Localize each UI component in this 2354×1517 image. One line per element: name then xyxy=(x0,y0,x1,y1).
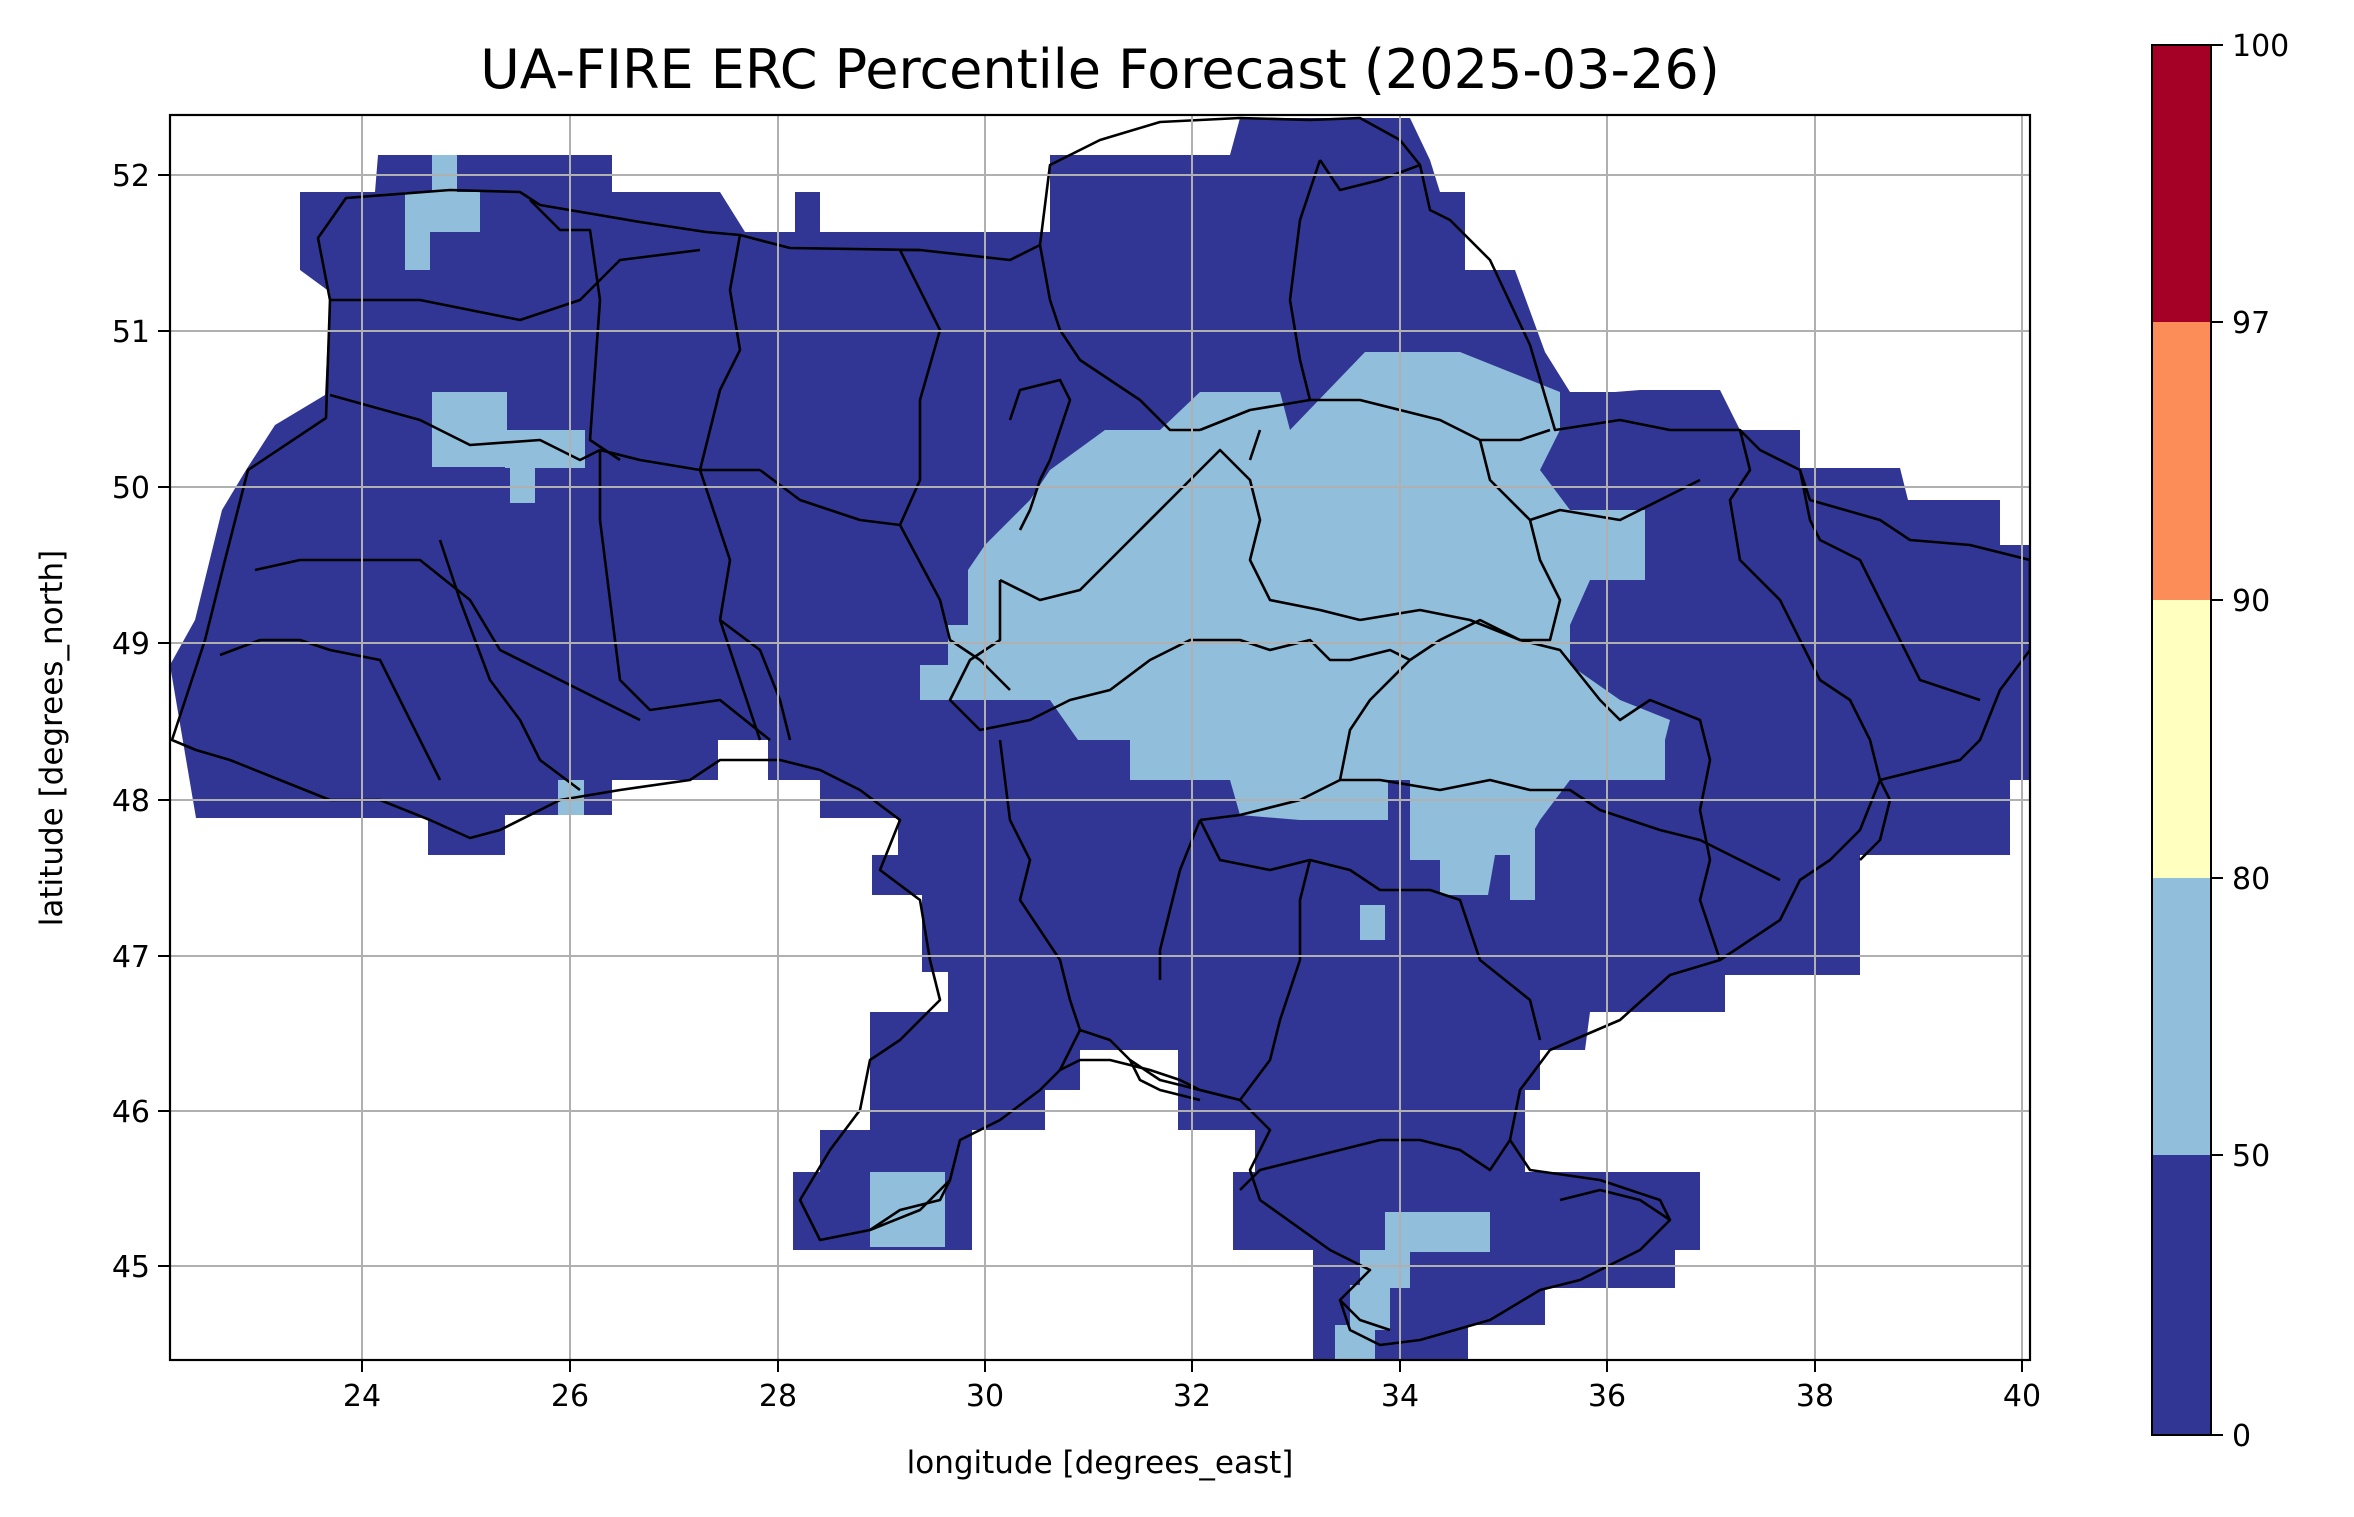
x-tick-label: 32 xyxy=(1173,1379,1211,1414)
y-axis-label: latitude [degrees_north] xyxy=(34,550,70,926)
y-axis-ticks xyxy=(158,174,170,1267)
x-tick-label: 26 xyxy=(551,1379,589,1414)
x-tick-label: 34 xyxy=(1381,1379,1419,1414)
map-area xyxy=(170,115,2030,1360)
x-tick-label: 30 xyxy=(966,1379,1004,1414)
colorbar-tick-label: 100 xyxy=(2232,29,2289,64)
colorbar-frame xyxy=(2151,44,2212,1436)
colorbar-tick-label: 0 xyxy=(2232,1419,2251,1454)
x-tick-labels: 24 26 28 30 32 34 36 38 40 xyxy=(343,1379,2041,1414)
x-tick-label: 38 xyxy=(1796,1379,1834,1414)
y-tick-label: 47 xyxy=(112,940,150,975)
y-tick-labels: 45 46 47 48 49 50 51 52 xyxy=(112,159,150,1285)
y-tick-label: 45 xyxy=(112,1250,150,1285)
map-title: UA-FIRE ERC Percentile Forecast (2025-03… xyxy=(480,38,1720,101)
colorbar-tick-label: 80 xyxy=(2232,862,2270,897)
colorbar-segment-80-90 xyxy=(2152,600,2211,878)
x-tick-label: 40 xyxy=(2003,1379,2041,1414)
x-tick-label: 28 xyxy=(759,1379,797,1414)
admin-boundaries xyxy=(170,116,2030,1347)
y-tick-label: 46 xyxy=(112,1095,150,1130)
y-tick-label: 50 xyxy=(112,471,150,506)
x-axis-ticks xyxy=(361,1360,2023,1372)
colorbar: 0 50 80 90 97 100 xyxy=(2151,29,2289,1454)
colorbar-segment-90-97 xyxy=(2152,322,2211,600)
x-tick-label: 24 xyxy=(343,1379,381,1414)
colorbar-ticks xyxy=(2211,44,2223,1436)
colorbar-tick-label: 50 xyxy=(2232,1139,2270,1174)
colorbar-tick-label: 97 xyxy=(2232,306,2270,341)
x-axis-label: longitude [degrees_east] xyxy=(907,1445,1294,1481)
gridlines xyxy=(170,115,2030,1360)
colorbar-tick-label: 90 xyxy=(2232,584,2270,619)
y-tick-label: 52 xyxy=(112,159,150,194)
y-tick-label: 48 xyxy=(112,784,150,819)
y-tick-label: 49 xyxy=(112,627,150,662)
x-tick-label: 36 xyxy=(1588,1379,1626,1414)
colorbar-segment-0-50 xyxy=(2152,1155,2211,1435)
colorbar-segment-97-100 xyxy=(2152,45,2211,322)
y-tick-label: 51 xyxy=(112,315,150,350)
colorbar-segment-50-80 xyxy=(2152,878,2211,1155)
plot-frame xyxy=(168,113,2032,1362)
